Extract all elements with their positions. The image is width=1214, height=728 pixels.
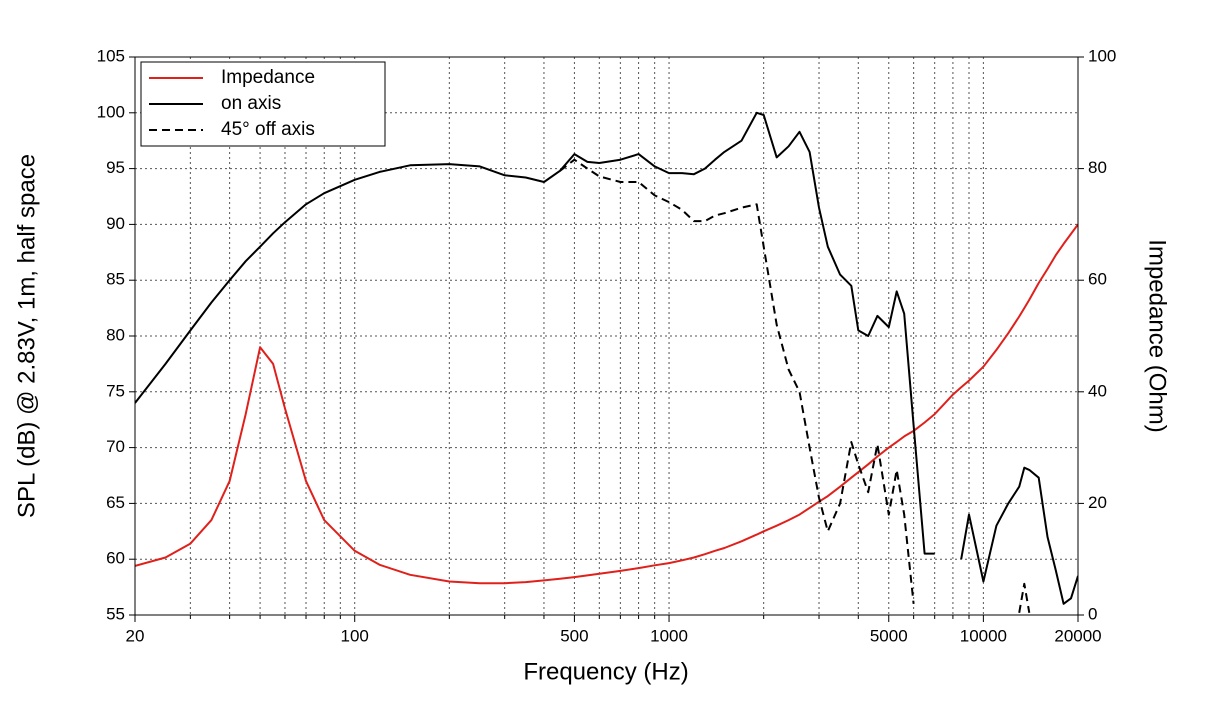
y2-tick-label: 40 — [1088, 381, 1107, 400]
x-axis-label: Frequency (Hz) — [523, 658, 688, 685]
y-tick-label: 100 — [97, 102, 125, 121]
series-line — [135, 223, 1078, 585]
y2-tick-label: 20 — [1088, 493, 1107, 512]
y-tick-label: 55 — [106, 604, 125, 623]
plot-frame — [134, 56, 1079, 616]
x-tick-label: 20000 — [1054, 626, 1101, 645]
legend-label: 45° off axis — [221, 119, 315, 140]
x-tick-label: 100 — [341, 626, 369, 645]
y-tick-label: 65 — [106, 493, 125, 512]
x-tick-label: 10000 — [960, 626, 1007, 645]
series-line — [135, 111, 935, 555]
y-tick-label: 70 — [106, 437, 125, 456]
y-tick-label: 95 — [106, 158, 125, 177]
y2-axis-label: Impedance (Ohm) — [1144, 239, 1171, 432]
legend-label: Impedance — [221, 67, 315, 88]
y2-tick-label: 80 — [1088, 158, 1107, 177]
legend-label: on axis — [221, 93, 281, 114]
y-tick-label: 60 — [106, 549, 125, 568]
y-tick-label: 75 — [106, 381, 125, 400]
series-line — [960, 466, 1078, 605]
y-tick-label: 80 — [106, 325, 125, 344]
y-tick-label: 85 — [106, 270, 125, 289]
x-tick-label: 1000 — [650, 626, 688, 645]
y-tick-label: 105 — [97, 46, 125, 65]
y2-tick-label: 60 — [1088, 270, 1107, 289]
y2-tick-label: 100 — [1088, 46, 1116, 65]
x-tick-label: 5000 — [870, 626, 908, 645]
series-line — [559, 158, 915, 604]
y-tick-label: 90 — [106, 214, 125, 233]
x-tick-label: 500 — [560, 626, 588, 645]
x-tick-label: 20 — [126, 626, 145, 645]
plot-area — [135, 111, 1078, 613]
series-line — [1018, 582, 1031, 613]
y2-tick-label: 0 — [1088, 604, 1097, 623]
y-axis-label: SPL (dB) @ 2.83V, 1m, half space — [13, 154, 40, 518]
